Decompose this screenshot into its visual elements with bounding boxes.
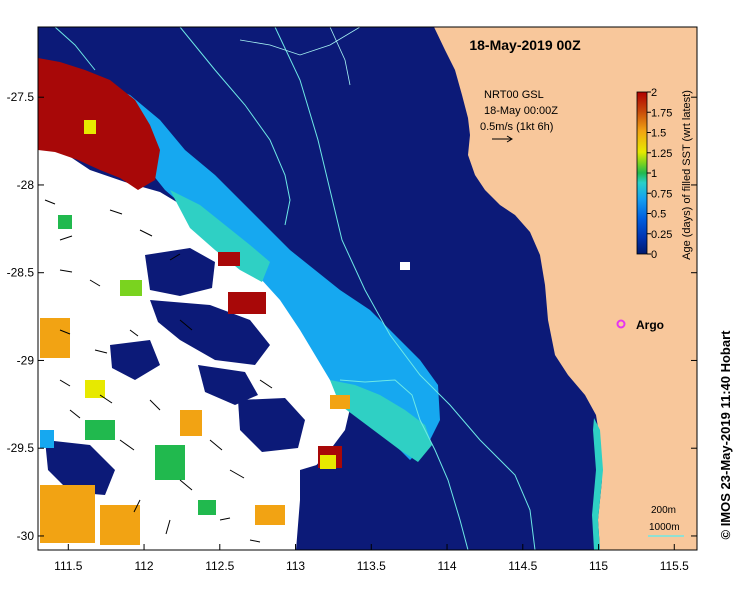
- orange-patch-5: [180, 410, 202, 436]
- x-tick-label: 114.5: [508, 559, 537, 573]
- yellow-patch-2: [84, 120, 96, 134]
- green-patch-2: [85, 420, 115, 440]
- contour-1000m: [54, 27, 469, 550]
- x-axis: 111.5 112 112.5 113 113.5 114 114.5 115 115.5: [54, 544, 689, 573]
- colorbar-ticks: 2 1.75 1.5 1.25 1 0.75 0.5 0.25 0: [647, 87, 672, 261]
- x-tick-label: 112: [134, 559, 153, 573]
- colorbar-tick-label: 1: [651, 168, 657, 180]
- blue-patch-1: [145, 248, 215, 296]
- y-tick-label: -30: [17, 529, 35, 543]
- legend-line-3: 0.5m/s (1kt 6h): [480, 121, 553, 133]
- blue-patch-5: [238, 398, 305, 452]
- y-axis: -27.5 -28 -28.5 -29 -29.5 -30: [7, 90, 697, 543]
- blue-patch-4: [45, 440, 115, 495]
- colorbar-tick-label: 1.25: [651, 148, 672, 160]
- colorbar-tick-label: 0.25: [651, 229, 672, 241]
- argo-marker-icon: [616, 319, 626, 329]
- argo-label: Argo: [636, 318, 664, 332]
- x-tick-label: 112.5: [205, 559, 234, 573]
- green-patch-4: [198, 500, 216, 515]
- scale-arrow-icon: [492, 135, 513, 143]
- no-data-speck: [400, 262, 410, 270]
- orange-patch-1: [40, 485, 95, 543]
- contour-legend-1000m: 1000m: [649, 522, 680, 533]
- plot-frame: [37, 26, 698, 551]
- colorbar-label: Age (days) of filled SST (wrt latest): [681, 90, 693, 260]
- colorbar: [636, 91, 648, 255]
- colorbar-tick-label: 0.75: [651, 188, 672, 200]
- colorbar-tick-label: 1.5: [651, 128, 666, 140]
- legend-line-2: 18-May 00:00Z: [484, 105, 558, 117]
- blue-patch-2: [150, 300, 270, 365]
- x-tick-label: 111.5: [54, 559, 83, 573]
- orange-patch-3: [40, 318, 70, 358]
- orange-patch-4: [85, 380, 105, 398]
- land: [434, 27, 697, 550]
- argo-marker[interactable]: [616, 319, 626, 329]
- contour-legend-200m: 200m: [651, 505, 676, 516]
- colorbar-tick-label: 0: [651, 249, 657, 261]
- y-tick-label: -29.5: [7, 441, 35, 455]
- green-patch-3: [120, 280, 142, 296]
- orange-patch-2: [100, 505, 140, 545]
- green-patch-1: [155, 445, 185, 480]
- coastal-strip: [592, 418, 603, 550]
- colorbar-tick-label: 2: [651, 87, 657, 99]
- x-tick-label: 114: [437, 559, 456, 573]
- yellow-patch-1: [320, 455, 336, 469]
- red-spot-1: [218, 252, 240, 266]
- blue-patch-3: [198, 365, 258, 405]
- age-band-red: [38, 58, 160, 190]
- y-tick-label: -27.5: [7, 90, 35, 104]
- orange-patch-6: [330, 395, 350, 409]
- contour-inner: [239, 27, 361, 86]
- x-tick-label: 115: [589, 559, 608, 573]
- x-tick-label: 113: [286, 559, 305, 573]
- green-patch-5: [58, 215, 72, 229]
- y-tick-label: -28.5: [7, 266, 35, 280]
- orange-patch-7: [255, 505, 285, 525]
- credit-text: © IMOS 23-May-2019 11:40 Hobart: [718, 330, 733, 540]
- plot-area: [38, 27, 697, 550]
- current-vectors: [44, 199, 273, 543]
- lightblue-spot: [40, 430, 54, 448]
- blue-patch-7: [300, 455, 480, 550]
- map-title: 18-May-2019 00Z: [469, 37, 581, 53]
- colorbar-tick-label: 0.5: [651, 209, 666, 221]
- contour-200m: [274, 27, 536, 550]
- legend-line-1: NRT00 GSL: [484, 89, 544, 101]
- x-tick-label: 113.5: [357, 559, 386, 573]
- colorbar-tick-label: 1.75: [651, 107, 672, 119]
- age-band-lightblue: [95, 80, 440, 460]
- red-spot-2: [228, 292, 266, 314]
- blue-patch-6: [110, 340, 160, 380]
- x-tick-label: 115.5: [660, 559, 689, 573]
- y-tick-label: -29: [17, 353, 35, 367]
- y-tick-label: -28: [17, 178, 35, 192]
